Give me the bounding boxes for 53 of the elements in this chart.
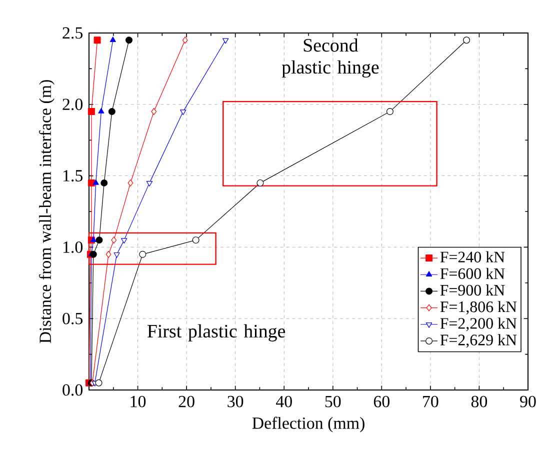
- point: [110, 36, 116, 42]
- point: [90, 236, 96, 242]
- x-tick-label: 20: [178, 396, 194, 408]
- legend-label: F=240 kN: [440, 251, 505, 262]
- point: [108, 108, 116, 116]
- point: [126, 36, 132, 44]
- y-tick-label: 2.5: [62, 27, 82, 39]
- point: [90, 250, 97, 258]
- y-tick-label: 0.5: [62, 312, 82, 324]
- x-tick-label: 80: [471, 396, 488, 408]
- point: [222, 38, 229, 44]
- x-tick-label: 60: [374, 396, 390, 408]
- point: [106, 250, 112, 258]
- point: [92, 179, 99, 185]
- point: [463, 36, 470, 44]
- x-tick-label: 70: [423, 396, 438, 408]
- point: [111, 236, 117, 244]
- point: [192, 236, 200, 244]
- legend-label: F=900 kN: [440, 284, 505, 296]
- y-axis-title: Distance from wall-beam interface (m): [38, 80, 54, 344]
- x-tick-label: 40: [276, 396, 292, 408]
- point: [114, 252, 120, 258]
- point: [121, 238, 128, 244]
- x-tick-label: 30: [228, 396, 244, 408]
- x-axis-title: Deflection (mm): [252, 416, 364, 432]
- x-tick-label: 10: [130, 396, 146, 408]
- point: [98, 108, 104, 114]
- y-tick-label: 1.0: [63, 241, 83, 253]
- point: [139, 250, 146, 258]
- annotation: First plastic hinge: [147, 324, 286, 342]
- point: [88, 179, 95, 186]
- point: [128, 179, 134, 186]
- point: [151, 108, 157, 116]
- point: [386, 108, 394, 116]
- x-tick-label: 90: [520, 396, 536, 408]
- y-tick-label: 2.0: [62, 98, 83, 110]
- annotation: Second plastic hinge: [282, 38, 379, 78]
- y-tick-label: 1.5: [63, 170, 82, 182]
- x-tick-label: 50: [325, 396, 341, 408]
- point: [94, 36, 101, 44]
- point: [100, 179, 108, 186]
- point: [146, 181, 153, 186]
- legend-label: F=2,200 kN: [440, 318, 517, 332]
- point: [256, 179, 264, 186]
- point: [95, 379, 102, 386]
- point: [182, 36, 188, 44]
- legend-label: F=600 kN: [440, 268, 505, 280]
- point: [180, 110, 186, 116]
- legend-label: F=1,806 kN: [440, 300, 517, 315]
- point: [96, 236, 103, 244]
- y-tick-label: 0.0: [62, 384, 83, 396]
- legend-label: F=2,629 kN: [440, 334, 517, 348]
- point: [88, 108, 95, 116]
